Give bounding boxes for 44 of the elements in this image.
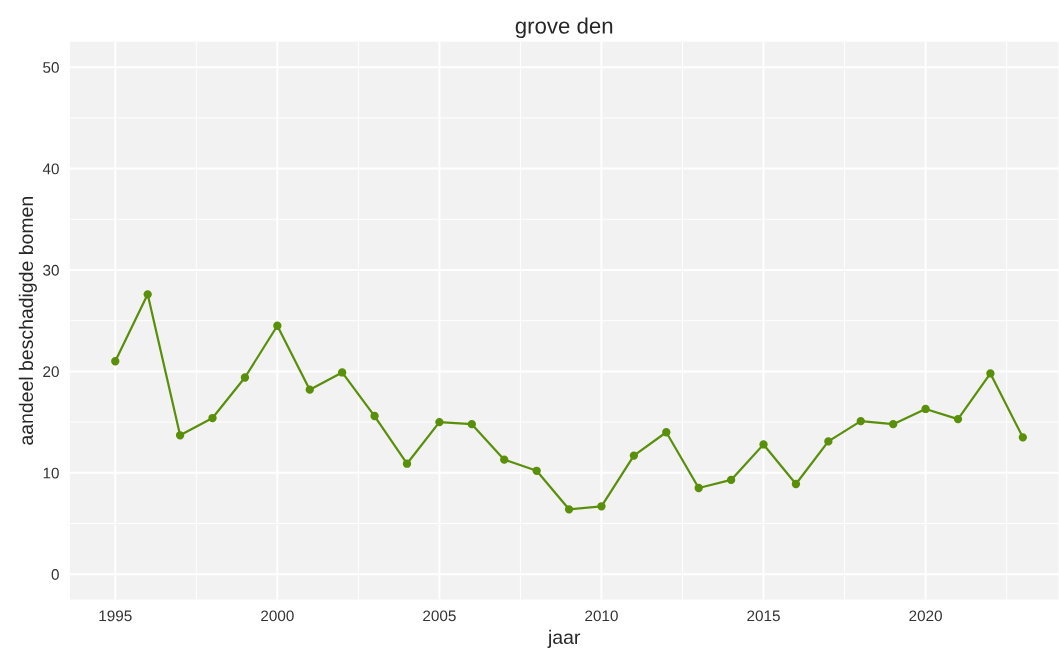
point [791, 479, 801, 489]
point [889, 419, 898, 429]
point [273, 321, 282, 330]
x-axis-title: jaar [547, 629, 581, 648]
point [726, 475, 736, 485]
y-tick-label: 40 [42, 163, 59, 175]
point [500, 455, 509, 464]
point [402, 459, 412, 468]
point [143, 290, 152, 299]
point [111, 357, 120, 366]
x-tick-label: 2015 [747, 610, 780, 622]
point [759, 440, 768, 449]
y-tick-label: 20 [43, 366, 59, 378]
point [629, 451, 639, 460]
point [564, 505, 574, 514]
point [532, 466, 541, 475]
y-tick-label: 50 [43, 62, 59, 73]
point [435, 417, 444, 427]
point [694, 483, 703, 493]
point [1018, 433, 1027, 442]
y-tick-label: 30 [43, 264, 59, 276]
x-tick-label: 2000 [261, 610, 294, 622]
point [337, 368, 347, 377]
point [208, 413, 217, 423]
point [953, 414, 963, 424]
point [856, 416, 865, 426]
point [240, 373, 250, 382]
x-tick-label: 2010 [585, 610, 618, 622]
y-tick-label: 0 [51, 569, 59, 580]
x-tick-label: 1995 [99, 610, 132, 622]
point [986, 369, 995, 378]
point [921, 404, 930, 414]
chart-title: grove den [515, 17, 613, 39]
point [597, 502, 606, 511]
point [175, 431, 185, 440]
point [662, 428, 671, 437]
point [467, 419, 476, 429]
point [370, 411, 379, 421]
point [305, 385, 314, 394]
x-tick-label: 2005 [423, 610, 456, 622]
point [824, 437, 833, 446]
x-tick-label: 2020 [909, 610, 942, 622]
y-tick-label: 10 [43, 467, 59, 479]
y-axis-title: aandeel beschadigde bomen [18, 197, 37, 445]
